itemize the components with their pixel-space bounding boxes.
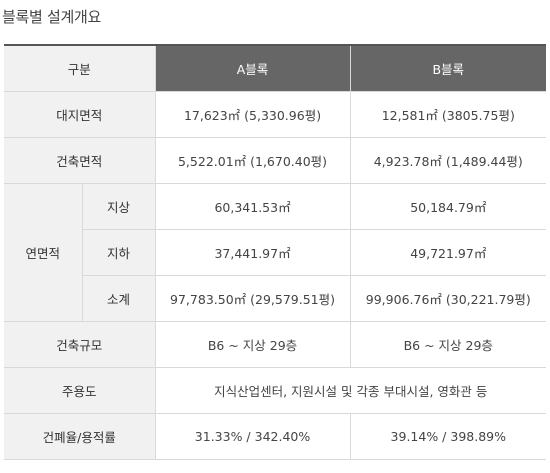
- design-overview-table: 구분 A블록 B블록 대지면적 17,623㎡ (5,330.96평) 12,5…: [4, 44, 547, 460]
- floor-area-below-b: 49,721.97㎡: [350, 229, 547, 276]
- building-area-b: 4,923.78㎡ (1,489.44평): [350, 137, 547, 184]
- ratio-b: 39.14% / 398.89%: [350, 413, 547, 460]
- site-area-a: 17,623㎡ (5,330.96평): [155, 91, 351, 138]
- table-header-row: 구분 A블록 B블록: [4, 45, 547, 92]
- sub-label-above: 지상: [82, 183, 156, 230]
- header-block-a: A블록: [155, 45, 351, 92]
- table-row-floor-area-below: 지하 37,441.97㎡ 49,721.97㎡: [4, 229, 547, 276]
- main-use-value: 지식산업센터, 지원시설 및 각종 부대시설, 영화관 등: [155, 367, 547, 414]
- table-row-floor-area-subtotal: 소계 97,783.50㎡ (29,579.51평) 99,906.76㎡ (3…: [4, 275, 547, 322]
- table-row-main-use: 주용도 지식산업센터, 지원시설 및 각종 부대시설, 영화관 등: [4, 367, 547, 414]
- floor-area-above-b: 50,184.79㎡: [350, 183, 547, 230]
- table-row-scale: 건축규모 B6 ~ 지상 29층 B6 ~ 지상 29층: [4, 321, 547, 368]
- ratio-a: 31.33% / 342.40%: [155, 413, 351, 460]
- floor-area-below-a: 37,441.97㎡: [155, 229, 351, 276]
- sub-label-subtotal: 소계: [82, 275, 156, 322]
- sub-label-below: 지하: [82, 229, 156, 276]
- page-title: 블록별 설계개요: [2, 8, 101, 26]
- site-area-b: 12,581㎡ (3805.75평): [350, 91, 547, 138]
- row-label-floor-area: 연면적: [4, 183, 83, 322]
- floor-area-subtotal-a: 97,783.50㎡ (29,579.51평): [155, 275, 351, 322]
- floor-area-subtotal-b: 99,906.76㎡ (30,221.79평): [350, 275, 547, 322]
- table-row-site-area: 대지면적 17,623㎡ (5,330.96평) 12,581㎡ (3805.7…: [4, 91, 547, 138]
- row-label-building-area: 건축면적: [4, 137, 156, 184]
- row-label-main-use: 주용도: [4, 367, 156, 414]
- table-row-floor-area-above: 연면적 지상 60,341.53㎡ 50,184.79㎡: [4, 183, 547, 322]
- row-label-scale: 건축규모: [4, 321, 156, 368]
- table-row-building-area: 건축면적 5,522.01㎡ (1,670.40평) 4,923.78㎡ (1,…: [4, 137, 547, 184]
- row-label-ratio: 건폐율/용적률: [4, 413, 156, 460]
- building-area-a: 5,522.01㎡ (1,670.40평): [155, 137, 351, 184]
- table-row-ratio: 건폐율/용적률 31.33% / 342.40% 39.14% / 398.89…: [4, 413, 547, 460]
- scale-b: B6 ~ 지상 29층: [350, 321, 547, 368]
- floor-area-above-a: 60,341.53㎡: [155, 183, 351, 230]
- scale-a: B6 ~ 지상 29층: [155, 321, 351, 368]
- row-label-site-area: 대지면적: [4, 91, 156, 138]
- header-category: 구분: [4, 45, 156, 92]
- header-block-b: B블록: [349, 45, 547, 92]
